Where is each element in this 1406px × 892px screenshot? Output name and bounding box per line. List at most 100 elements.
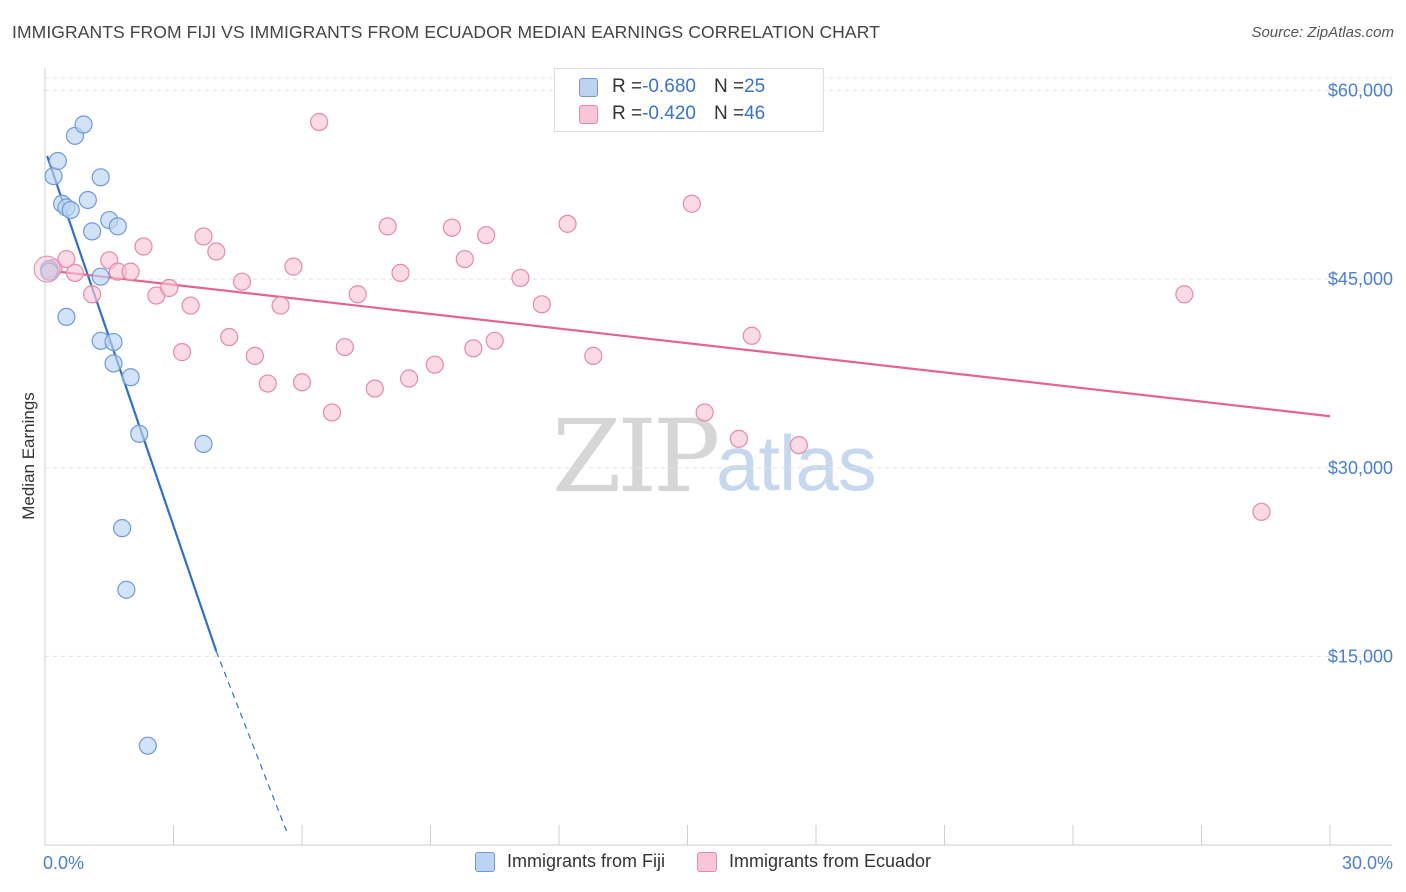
ecuador-point [160, 278, 179, 298]
fiji-point [104, 354, 123, 373]
fiji-point [130, 424, 149, 443]
ecuador-point [695, 403, 714, 422]
ecuador-point [455, 249, 474, 269]
fiji-point [91, 168, 110, 187]
ecuador-point [425, 355, 444, 374]
fiji-point [104, 332, 123, 352]
ecuador-trend-line [47, 269, 1331, 418]
ecuador-n-label: N = [713, 103, 745, 124]
watermark-zip: ZIP [552, 398, 720, 515]
fiji-trend-line [46, 155, 218, 652]
legend-item-ecuador[interactable]: Immigrants from Ecuador [696, 851, 932, 872]
axes [44, 68, 1392, 846]
ecuador-point [65, 263, 85, 282]
ecuador-point [742, 326, 761, 345]
ecuador-point [258, 374, 277, 393]
chart-legend: Immigrants from Fiji Immigrants from Ecu… [0, 851, 1406, 872]
stats-row-fiji: R = -0.680 N = 25 [579, 75, 765, 99]
legend-ecuador-swatch [696, 851, 717, 872]
legend-ecuador-label: Immigrants from Ecuador [728, 851, 932, 871]
ecuador-point [172, 343, 192, 362]
fiji-point [194, 434, 213, 453]
ecuador-point [207, 242, 226, 261]
y-tick-label: $45,000 [1328, 269, 1393, 289]
correlation-stats-box: R = -0.680 N = 25 R = -0.420 N = 46 [554, 68, 824, 132]
ecuador-point [391, 263, 410, 282]
ecuador-point [181, 296, 200, 315]
ecuador-point [194, 227, 213, 246]
legend-item-fiji[interactable]: Immigrants from Fiji [474, 851, 665, 872]
ecuador-point [485, 331, 504, 350]
fiji-point [121, 368, 140, 387]
stats-row-ecuador: R = -0.420 N = 46 [579, 102, 765, 126]
ecuador-point [442, 218, 462, 237]
ecuador-point [57, 249, 76, 269]
fiji-n-label: N = [713, 76, 745, 97]
ecuador-point [83, 285, 102, 304]
ecuador-point [399, 369, 419, 388]
fiji-point [57, 307, 76, 327]
ecuador-point [1252, 502, 1271, 521]
ecuador-point [134, 237, 153, 256]
trend-lines [46, 155, 1331, 833]
fiji-point [108, 217, 127, 236]
y-axis-title: Median Earnings [19, 392, 38, 520]
legend-fiji-label: Immigrants from Fiji [506, 851, 665, 871]
x-tick-label-max: 30.0% [1342, 853, 1393, 873]
fiji-r-label: R = [612, 76, 643, 97]
ecuador-point [558, 214, 577, 233]
fiji-point [78, 190, 97, 210]
fiji-point [48, 151, 67, 171]
fiji-point [112, 519, 132, 538]
ecuador-point [682, 194, 701, 213]
fiji-n-value: 25 [744, 76, 766, 97]
ecuador-point [365, 379, 384, 398]
fiji-point [44, 166, 63, 186]
fiji-point [61, 200, 80, 220]
ecuador-point-cluster [33, 255, 61, 283]
fiji-point [74, 115, 93, 134]
legend-fiji-swatch [474, 851, 495, 872]
ecuador-point [335, 337, 354, 357]
data-points [33, 112, 1271, 755]
ecuador-point [232, 272, 252, 291]
ecuador-point [271, 296, 290, 315]
y-tick-label: $60,000 [1328, 81, 1393, 101]
ecuador-point [310, 112, 329, 132]
ecuador-r-label: R = [612, 103, 643, 124]
ecuador-point [511, 268, 530, 288]
ecuador-point [292, 373, 312, 392]
ecuador-point [729, 429, 749, 448]
chart-title: IMMIGRANTS FROM FIJI VS IMMIGRANTS FROM … [12, 22, 880, 42]
ecuador-point [464, 339, 483, 358]
ecuador-n-value: 46 [744, 103, 766, 124]
x-tick-label-min: 0.0% [43, 853, 84, 873]
fiji-point [138, 736, 157, 755]
ecuador-point [220, 327, 239, 347]
axis-labels: $15,000 $30,000 $45,000 $60,000 0.0% 30.0% Med… [19, 81, 1393, 873]
ecuador-r-value: -0.420 [642, 103, 696, 124]
ecuador-point [532, 295, 551, 314]
fiji-point [83, 222, 102, 241]
source-credit: Source: ZipAtlas.com [1251, 24, 1394, 41]
ecuador-point [477, 226, 496, 245]
ecuador-point [245, 346, 264, 365]
ecuador-point [1175, 285, 1194, 304]
fiji-point [117, 580, 136, 599]
y-tick-label: $30,000 [1328, 458, 1393, 478]
fiji-point [91, 267, 110, 286]
fiji-swatch [579, 77, 598, 97]
y-tick-label: $15,000 [1328, 646, 1393, 666]
ecuador-swatch [579, 104, 598, 124]
ecuador-point [348, 285, 367, 304]
ecuador-point [789, 436, 808, 455]
ecuador-point [584, 346, 603, 365]
fiji-r-value: -0.680 [642, 76, 696, 97]
ecuador-point [322, 403, 342, 422]
ecuador-point [121, 262, 140, 281]
ecuador-point [284, 257, 303, 276]
ecuador-point [378, 217, 397, 236]
fiji-trend-extension [215, 651, 288, 833]
gridlines [45, 77, 1392, 657]
